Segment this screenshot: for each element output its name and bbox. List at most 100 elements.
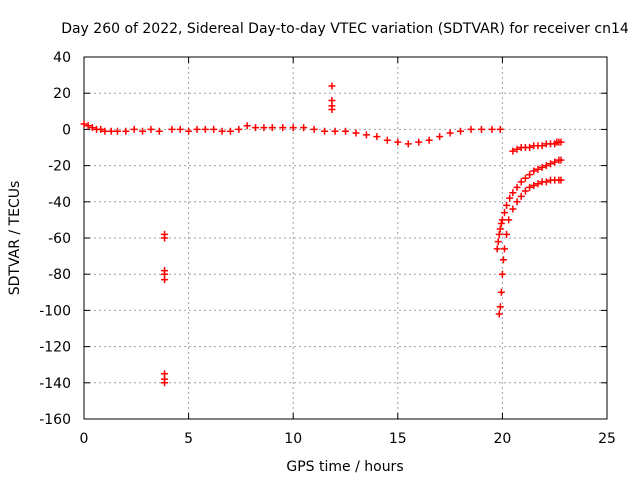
data-point (101, 127, 109, 135)
data-point (521, 174, 529, 182)
data-point (496, 125, 504, 133)
data-point (130, 125, 138, 133)
data-point (521, 187, 529, 195)
data-point (542, 178, 550, 186)
data-point (252, 124, 260, 132)
data-point (551, 158, 559, 166)
data-point (80, 120, 88, 128)
data-point (279, 124, 287, 132)
data-point (107, 127, 115, 135)
data-point (218, 127, 226, 135)
data-point (383, 136, 391, 144)
data-point (235, 125, 243, 133)
data-point (530, 182, 538, 190)
data-point (352, 129, 360, 137)
data-point (147, 125, 155, 133)
data-point (499, 256, 507, 264)
data-point (496, 303, 504, 311)
data-point (517, 192, 525, 200)
data-point (321, 127, 329, 135)
x-tick-label: 0 (80, 431, 89, 447)
data-point (547, 160, 555, 168)
data-point (362, 131, 370, 139)
chart-title: Day 260 of 2022, Sidereal Day-to-day VTE… (61, 21, 629, 37)
data-point (88, 124, 96, 132)
data-point (467, 125, 475, 133)
data-point (168, 125, 176, 133)
data-point (497, 288, 505, 296)
data-point (497, 220, 505, 228)
data-point (436, 133, 444, 141)
data-point (457, 127, 465, 135)
data-point (526, 183, 534, 191)
y-tick-label: 20 (53, 86, 71, 102)
data-point (530, 167, 538, 175)
data-point (503, 201, 511, 209)
data-point (498, 270, 506, 278)
data-point (506, 194, 514, 202)
y-tick-label: -140 (39, 376, 71, 392)
data-point (542, 162, 550, 170)
data-point (155, 127, 163, 135)
data-point (193, 125, 201, 133)
data-point (500, 245, 508, 253)
y-tick-label: 0 (62, 122, 71, 138)
data-point (331, 127, 339, 135)
data-point (495, 310, 503, 318)
data-point (509, 189, 517, 197)
x-tick-label: 20 (493, 431, 511, 447)
data-points (80, 82, 565, 387)
plot-frame (83, 56, 608, 420)
data-point (226, 127, 234, 135)
data-point (185, 127, 193, 135)
data-point (534, 180, 542, 188)
data-point (201, 125, 209, 133)
data-point (505, 216, 513, 224)
y-tick-label: -100 (39, 303, 71, 319)
y-tick-label: -60 (48, 231, 71, 247)
data-point (534, 165, 542, 173)
data-point (300, 124, 308, 132)
data-point (404, 140, 412, 148)
y-tick-label: 40 (53, 50, 71, 66)
data-point (509, 205, 517, 213)
x-tick-label: 15 (389, 431, 407, 447)
data-point (310, 125, 318, 133)
x-tick-label: 10 (284, 431, 302, 447)
data-point (477, 125, 485, 133)
data-point (394, 138, 402, 146)
data-point (538, 142, 546, 150)
data-point (526, 144, 534, 151)
data-point (526, 171, 534, 179)
axis-layer: 0 5 10 15 20 25 -160 -140 -120 -100 -80 -60 -40 -20 0 2… (39, 50, 616, 447)
data-point (538, 163, 546, 171)
data-point (161, 276, 169, 284)
data-point (113, 127, 121, 135)
data-point (557, 138, 565, 146)
y-tick-label: -20 (48, 159, 71, 175)
data-point (495, 230, 503, 238)
x-tick-label: 5 (184, 431, 193, 447)
data-point (498, 216, 506, 224)
x-axis-label: GPS time / hours (286, 459, 403, 475)
data-point (557, 156, 565, 164)
data-point (513, 198, 521, 206)
y-axis-label: SDTVAR / TECUs (7, 181, 23, 296)
y-tick-label: -160 (39, 412, 71, 428)
x-tick-label: 25 (598, 431, 616, 447)
data-point (289, 124, 297, 132)
data-point (513, 145, 521, 153)
data-point (513, 183, 521, 191)
data-point (415, 138, 423, 146)
data-point (210, 125, 218, 133)
data-point (342, 127, 349, 135)
y-tick-label: -80 (48, 267, 71, 283)
data-point (509, 147, 517, 155)
data-point (139, 127, 147, 135)
data-point (122, 127, 130, 135)
y-tick-label: -120 (39, 340, 71, 356)
data-point (557, 176, 565, 184)
data-point (97, 125, 105, 133)
